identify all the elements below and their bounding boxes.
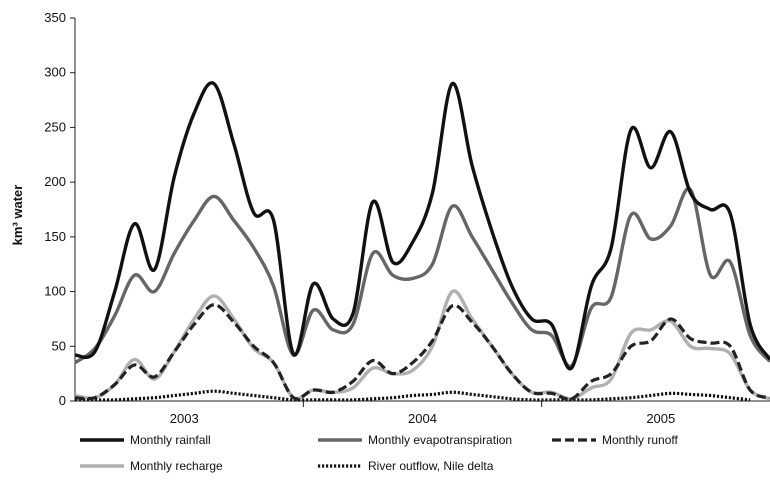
legend-label: Monthly evapotranspiration (368, 433, 512, 447)
legend-label: Monthly runoff (602, 433, 678, 447)
legend-label: Monthly rainfall (130, 433, 211, 447)
y-tick-label: 200 (44, 174, 66, 189)
series-layer (74, 81, 770, 402)
y-tick-label: 100 (44, 284, 66, 299)
series-line-2 (74, 303, 770, 401)
series-line-1 (74, 186, 770, 368)
y-tick-label: 250 (44, 119, 66, 134)
x-tick-label: 2005 (646, 411, 675, 426)
y-tick-label: 350 (44, 10, 66, 25)
x-tick-label: 2004 (408, 411, 437, 426)
y-axis: 0 50 100 150 200 250 300 350 (44, 10, 76, 408)
y-tick-label: 300 (44, 65, 66, 80)
legend: Monthly rainfall Monthly evapotranspirati… (80, 433, 678, 473)
series-line-0 (74, 81, 770, 371)
series-line-4 (75, 389, 751, 402)
x-axis: 2003 2004 2005 (75, 400, 770, 426)
legend-label: Monthly recharge (130, 459, 223, 473)
y-tick-label: 0 (59, 393, 66, 408)
y-tick-label: 50 (52, 338, 66, 353)
y-tick-label: 150 (44, 229, 66, 244)
x-tick-label: 2003 (170, 411, 199, 426)
y-axis-title: km³ water (10, 185, 25, 246)
series-line-3 (74, 289, 770, 401)
legend-label: River outflow, Nile delta (368, 459, 494, 473)
